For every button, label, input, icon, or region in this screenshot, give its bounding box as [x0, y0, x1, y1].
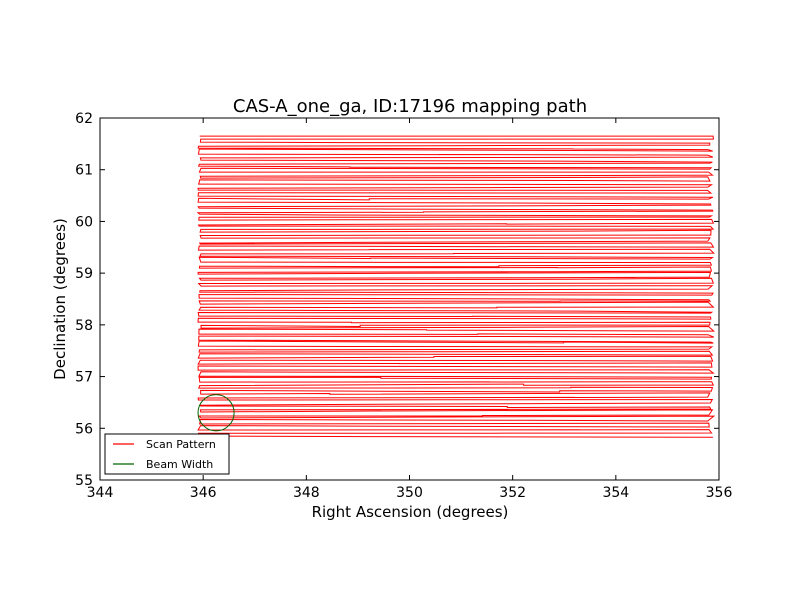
beam-width-marks — [197, 394, 235, 432]
legend-box — [104, 433, 230, 475]
legend-label-scan-pattern: Scan Pattern — [146, 438, 216, 451]
scan-pattern-line — [196, 135, 716, 438]
chart-title: CAS-A_one_ga, ID:17196 mapping path — [233, 96, 587, 117]
x-tick-label: 354 — [602, 485, 629, 501]
legend: Scan Pattern Beam Width — [104, 433, 230, 475]
y-tick-label: 62 — [75, 111, 93, 127]
y-axis-ticks: 55 56 57 58 59 60 61 62 — [75, 111, 719, 489]
x-tick-label: 348 — [293, 485, 320, 501]
y-tick-label: 57 — [75, 370, 93, 386]
y-tick-label: 60 — [75, 214, 93, 230]
y-tick-label: 61 — [75, 163, 93, 179]
y-tick-label: 58 — [75, 318, 93, 334]
y-axis-label: Declination (degrees) — [51, 218, 69, 380]
x-tick-label: 356 — [706, 485, 733, 501]
y-tick-label: 59 — [75, 266, 93, 282]
legend-label-beam-width: Beam Width — [146, 458, 213, 471]
beam-width-circle — [197, 394, 235, 432]
x-axis-label: Right Ascension (degrees) — [312, 503, 509, 521]
x-tick-label: 346 — [190, 485, 217, 501]
x-tick-label: 344 — [87, 485, 114, 501]
x-tick-label: 352 — [499, 485, 526, 501]
x-axis-ticks: 344 346 348 350 352 354 356 — [87, 118, 733, 501]
y-tick-label: 55 — [75, 473, 93, 489]
y-tick-label: 56 — [75, 421, 93, 437]
scan-pattern-paths — [196, 135, 716, 438]
x-tick-label: 350 — [396, 485, 423, 501]
